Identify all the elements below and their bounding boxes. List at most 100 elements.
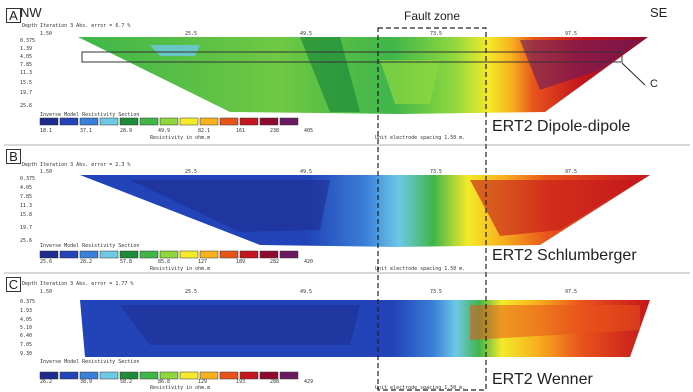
panel-c-iteration: Depth Iteration 3 Abs. error = 1.77 %	[22, 281, 134, 287]
scale-swatch	[139, 117, 159, 126]
scale-swatch	[139, 250, 159, 259]
scale-swatch	[199, 117, 219, 126]
section-b-red-core	[470, 180, 640, 236]
panel-a-depth-0: 0.375	[20, 38, 36, 44]
scale-swatch	[179, 250, 199, 259]
panel-c-tick-0: 1.50	[40, 289, 53, 295]
section-a-body	[78, 37, 648, 114]
section-a-dark-green-band	[300, 37, 360, 112]
fault-zone	[377, 27, 487, 391]
panel-b-tick-1: 25.5	[185, 169, 198, 175]
panel-c-scale-6: 288	[270, 379, 280, 385]
panel-a-scale-1: 37.1	[80, 128, 93, 134]
scale-swatches	[39, 117, 299, 380]
scale-swatch	[279, 250, 299, 259]
panel-b-unit: Resistivity in ohm.m	[150, 266, 211, 272]
scale-swatch	[279, 117, 299, 126]
panel-b-scale-5: 189	[236, 259, 246, 265]
panel-b-iteration: Depth Iteration 3 Abs. error = 2.3 %	[22, 162, 131, 168]
panel-c-scale-7: 429	[304, 379, 314, 385]
panel-c-depth-6: 9.30	[20, 351, 33, 357]
panel-a-letter: A	[6, 8, 21, 23]
panel-a-tick-2: 49.5	[300, 31, 313, 37]
scale-swatch	[219, 371, 239, 380]
scale-swatch	[159, 117, 179, 126]
panel-b-section-label: Inverse Model Resistivity Section	[40, 243, 140, 249]
scale-swatch	[119, 250, 139, 259]
panel-b-depth-5: 19.7	[20, 225, 33, 231]
section-a-blue-pocket	[150, 45, 200, 56]
panel-c-tick-3: 73.5	[430, 289, 443, 295]
panel-a-depth-5: 15.5	[20, 80, 33, 86]
panel-c-depth-1: 1.93	[20, 308, 33, 314]
scale-swatch	[259, 371, 279, 380]
scale-swatch	[159, 250, 179, 259]
panel-a-title: ERT2 Dipole-dipole	[492, 118, 631, 135]
panel-b-depth-6: 25.6	[20, 238, 33, 244]
scale-swatch	[39, 117, 59, 126]
panel-c-scale-5: 193	[236, 379, 246, 385]
panel-a-depth-3: 7.85	[20, 62, 33, 68]
panel-b-tick-3: 73.5	[430, 169, 443, 175]
panel-a-depth-2: 4.05	[20, 54, 33, 60]
panel-a-scale-7: 405	[304, 128, 314, 134]
scale-swatch	[219, 117, 239, 126]
panel-a-iteration: Depth Iteration 3 Abs. error = 6.7 %	[22, 23, 131, 29]
fault-zone-label: Fault zone	[404, 9, 461, 23]
panel-b-depth-3: 11.3	[20, 203, 33, 209]
panel-a-scale-0: 18.1	[40, 128, 53, 134]
scale-swatch	[219, 250, 239, 259]
panel-a-tick-4: 97.5	[565, 31, 578, 37]
panel-a-depth-4: 11.3	[20, 70, 33, 76]
panel-b-scale-7: 420	[304, 259, 314, 265]
panel-b-depth-0: 0.375	[20, 176, 36, 182]
panel-c-depth-3: 5.10	[20, 325, 33, 331]
panel-b-tick-0: 1.50	[40, 169, 53, 175]
panel-b-scale-2: 57.8	[120, 259, 133, 265]
scale-swatch	[79, 250, 99, 259]
section-b	[80, 175, 650, 247]
panel-b-scale-4: 127	[198, 259, 208, 265]
panel-a-tick-3: 73.5	[430, 31, 443, 37]
panel-a-scale-5: 161	[236, 128, 246, 134]
panel-a-scale-2: 28.9	[120, 128, 133, 134]
section-a	[78, 37, 648, 114]
section-a-inset-box	[81, 51, 623, 63]
panel-a-unit: Resistivity in ohm.m	[150, 135, 211, 141]
panel-b-letter: B	[6, 149, 21, 164]
panel-b-tick-2: 49.5	[300, 169, 313, 175]
scale-swatch	[99, 117, 119, 126]
panel-b-title: ERT2 Schlumberger	[492, 247, 637, 264]
scale-swatch	[79, 371, 99, 380]
panel-a-section-label: Inverse Model Resistivity Section	[40, 112, 140, 118]
section-c	[80, 300, 650, 357]
panel-c-depth-5: 7.05	[20, 342, 33, 348]
panel-a-depth-6: 19.7	[20, 90, 33, 96]
scale-swatch	[59, 117, 79, 126]
panel-c-letter: C	[6, 277, 21, 292]
panel-b-scale-1: 28.2	[80, 259, 93, 265]
panel-c-spacing: Unit electrode spacing 1.50 m.	[375, 385, 466, 391]
panel-c-scale-4: 129	[198, 379, 208, 385]
panel-a-tick-1: 25.5	[185, 31, 198, 37]
section-a-light-zone	[380, 60, 440, 104]
scale-swatch	[259, 250, 279, 259]
panel-b-depth-2: 7.85	[20, 194, 33, 200]
panel-c-title: ERT2 Wenner	[492, 371, 593, 388]
panel-c-scale-1: 38.9	[80, 379, 93, 385]
section-b-dark-core	[130, 180, 330, 232]
scale-swatch	[119, 117, 139, 126]
panel-c-scale-2: 58.2	[120, 379, 133, 385]
nw-label: NW	[20, 5, 42, 20]
panel-b-scale-6: 282	[270, 259, 280, 265]
se-label: SE	[650, 5, 668, 20]
scale-swatch	[279, 371, 299, 380]
callout-label: C	[650, 78, 658, 90]
scale-swatch	[139, 371, 159, 380]
panel-a-spacing: Unit electrode spacing 1.50 m.	[375, 135, 466, 141]
scale-swatch	[239, 117, 259, 126]
panel-b: B Depth Iteration 3 Abs. error = 2.3 % 1…	[0, 145, 693, 273]
scale-swatch	[179, 371, 199, 380]
section-c-red-bands	[470, 305, 640, 340]
